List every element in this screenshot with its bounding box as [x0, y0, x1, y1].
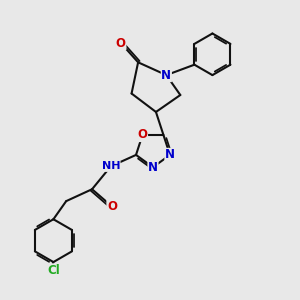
Text: O: O	[116, 37, 126, 50]
Text: NH: NH	[101, 161, 120, 171]
Text: N: N	[161, 69, 171, 82]
Text: N: N	[148, 161, 158, 174]
Text: O: O	[137, 128, 148, 142]
Text: N: N	[165, 148, 175, 161]
Text: Cl: Cl	[47, 264, 60, 277]
Text: O: O	[107, 200, 117, 213]
